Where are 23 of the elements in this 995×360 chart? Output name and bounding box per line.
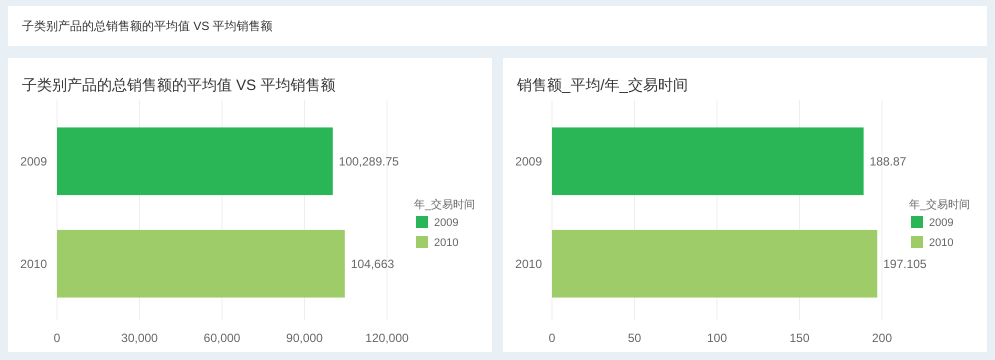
x-tick-label: 30,000 (121, 331, 158, 345)
legend-title: 年_交易时间 (909, 198, 970, 211)
x-tick-label: 100 (706, 331, 728, 345)
legend-label: 2009 (929, 217, 954, 229)
x-tick-label: 120,000 (365, 331, 410, 345)
x-tick-label: 0 (548, 331, 556, 345)
x-tick-label: 200 (872, 331, 892, 345)
data-label: 188.87 (870, 154, 907, 168)
legend-label: 2009 (434, 217, 458, 229)
legend-label: 2010 (434, 237, 458, 249)
legend-title: 年_交易时间 (414, 198, 476, 211)
x-tick-label: 150 (789, 331, 810, 345)
x-tick-label: 90,000 (286, 331, 324, 345)
data-label: 197.105 (883, 256, 927, 271)
x-tick-label: 50 (628, 331, 642, 345)
chart-title: 销售额_平均/年_交易时间 (516, 77, 688, 94)
data-label: 100,289.75 (338, 154, 400, 168)
chart-title: 子类别产品的总销售额的平均值 VS 平均销售额 (22, 77, 336, 94)
legend-label: 2010 (929, 237, 954, 249)
x-tick-label: 60,000 (204, 331, 241, 345)
data-label: 104,663 (350, 256, 395, 271)
text: 子类别产品的总销售额的平均值 VS 平均销售额 (22, 19, 273, 33)
x-tick-label: 0 (54, 331, 61, 345)
